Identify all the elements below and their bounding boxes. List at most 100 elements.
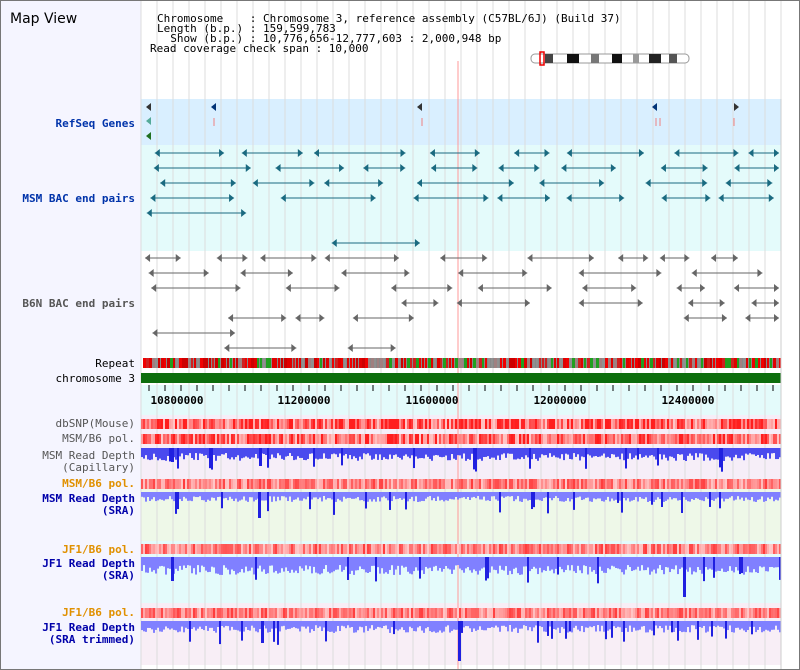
msm-pol-heat-cell <box>443 434 445 444</box>
jf1-depth-trim-bar <box>441 621 443 633</box>
repeat-segment <box>377 358 379 368</box>
jf1-depth-trim-bar <box>529 621 531 628</box>
jf1-pol-heat-cell <box>193 544 195 554</box>
jf1-depth-sra-bar <box>435 557 437 566</box>
jf1-depth-sra-bar <box>567 557 569 566</box>
jf1-depth-trim-bar <box>735 621 737 628</box>
msm-pol-heat-cell <box>351 434 353 444</box>
dbsnp-heat-cell <box>505 419 507 429</box>
jf1-pol-heat-cell <box>341 544 343 554</box>
jf1-depth-trim-bar <box>567 621 569 633</box>
jf1-pol2-heat-cell <box>713 608 715 618</box>
jf1-depth-sra-bar <box>557 557 559 575</box>
msm-depth-sra-bar <box>227 492 229 501</box>
msm-pol2-heat-cell <box>461 479 463 489</box>
jf1-depth-sra-bar <box>573 557 575 572</box>
bac-end-marker <box>447 284 453 292</box>
track-label-jf1-depth-sra-sub: (SRA) <box>101 569 135 582</box>
jf1-pol-heat-cell <box>651 544 653 554</box>
jf1-depth-trim-bar <box>503 621 505 626</box>
jf1-pol-heat-cell <box>549 544 551 554</box>
dbsnp-heat-cell <box>523 419 525 429</box>
jf1-depth-trim-bar <box>771 621 773 630</box>
repeat-segment <box>629 358 631 368</box>
track-label-refseq-genes[interactable]: RefSeq Genes <box>55 117 135 130</box>
msm-pol2-heat-cell <box>499 479 501 489</box>
jf1-depth-sra-bar <box>553 557 555 574</box>
jf1-depth-trim-bar <box>477 621 479 630</box>
jf1-depth-trim-bar <box>521 621 523 629</box>
jf1-pol2-heat-cell <box>199 608 201 618</box>
msm-depth-capillary-bar <box>309 448 311 454</box>
jf1-pol2-heat-cell <box>497 608 499 618</box>
dbsnp-heat-cell <box>479 419 481 429</box>
jf1-depth-trim-bar <box>183 621 185 633</box>
dbsnp-heat-cell <box>617 419 619 429</box>
jf1-depth-trim-bar <box>661 621 663 629</box>
msm-pol-heat-cell <box>663 434 665 444</box>
msm-pol2-heat-cell <box>277 479 279 489</box>
jf1-pol2-heat-cell <box>639 608 641 618</box>
msm-pol2-heat-cell <box>439 479 441 489</box>
repeat-segment <box>305 358 308 368</box>
msm-pol2-heat-cell <box>471 479 473 489</box>
repeat-segment <box>464 358 467 368</box>
jf1-pol-heat-cell <box>355 544 357 554</box>
dbsnp-heat-cell <box>517 419 519 429</box>
dbsnp-heat-cell <box>555 419 557 429</box>
dbsnp-heat-cell <box>633 419 635 429</box>
jf1-depth-sra-bar <box>589 557 591 567</box>
bac-end-marker <box>700 284 706 292</box>
jf1-pol2-heat-cell <box>349 608 351 618</box>
msm-pol-heat-cell <box>473 434 475 444</box>
jf1-depth-sra-bar <box>765 557 767 572</box>
msm-depth-capillary-bar <box>395 448 397 455</box>
repeat-segment <box>701 358 703 368</box>
msm-depth-capillary-bar <box>255 448 257 454</box>
jf1-depth-sra-bar <box>413 557 415 572</box>
jf1-pol-heat-cell <box>525 544 527 554</box>
jf1-pol-heat-cell <box>515 544 517 554</box>
msm-depth-capillary-bar <box>623 448 625 461</box>
msm-depth-capillary-bar <box>633 448 635 458</box>
msm-depth-capillary-bar <box>681 448 683 455</box>
jf1-pol-heat-cell <box>253 544 255 554</box>
msm-depth-sra-bar <box>337 492 339 499</box>
repeat-segment <box>188 358 190 368</box>
dbsnp-heat-cell <box>447 419 449 429</box>
bac-end-marker <box>774 284 779 292</box>
msm-pol-heat-cell <box>253 434 255 444</box>
jf1-pol-heat-cell <box>589 544 591 554</box>
msm-pol-heat-cell <box>557 434 559 444</box>
track-label-jf1-b6-pol-2: JF1/B6 pol. <box>62 606 135 619</box>
jf1-depth-trim-bar <box>265 621 267 629</box>
msm-pol-heat-cell <box>415 434 417 444</box>
jf1-pol2-heat-cell <box>313 608 315 618</box>
msm-pol2-heat-cell <box>455 479 457 489</box>
msm-depth-sra-bar <box>605 492 607 500</box>
jf1-pol-heat-cell <box>761 544 763 554</box>
jf1-pol2-heat-cell <box>505 608 507 618</box>
jf1-depth-trim-bar <box>291 621 293 628</box>
bac-end-marker <box>645 179 651 187</box>
msm-pol-heat-cell <box>457 434 459 444</box>
jf1-pol2-heat-cell <box>595 608 597 618</box>
msm-pol2-heat-cell <box>607 479 609 489</box>
jf1-depth-trim-bar <box>777 621 779 630</box>
msm-pol2-heat-cell <box>435 479 437 489</box>
dbsnp-heat-cell <box>765 419 767 429</box>
jf1-depth-sra-bar <box>301 557 303 569</box>
msm-pol-heat-cell <box>211 434 213 444</box>
jf1-depth-sra-bar <box>691 557 693 575</box>
bac-end-marker <box>482 254 488 262</box>
jf1-pol-heat-cell <box>411 544 413 554</box>
msm-pol2-heat-cell <box>409 479 411 489</box>
jf1-depth-sra-bar <box>647 557 649 568</box>
jf1-pol2-heat-cell <box>187 608 189 618</box>
dbsnp-heat-cell <box>675 419 677 429</box>
dbsnp-heat-cell <box>521 419 523 429</box>
track-label-b6n-bac[interactable]: B6N BAC end pairs <box>22 297 135 310</box>
msm-pol2-heat-cell <box>613 479 615 489</box>
track-label-msm-bac[interactable]: MSM BAC end pairs <box>22 192 135 205</box>
